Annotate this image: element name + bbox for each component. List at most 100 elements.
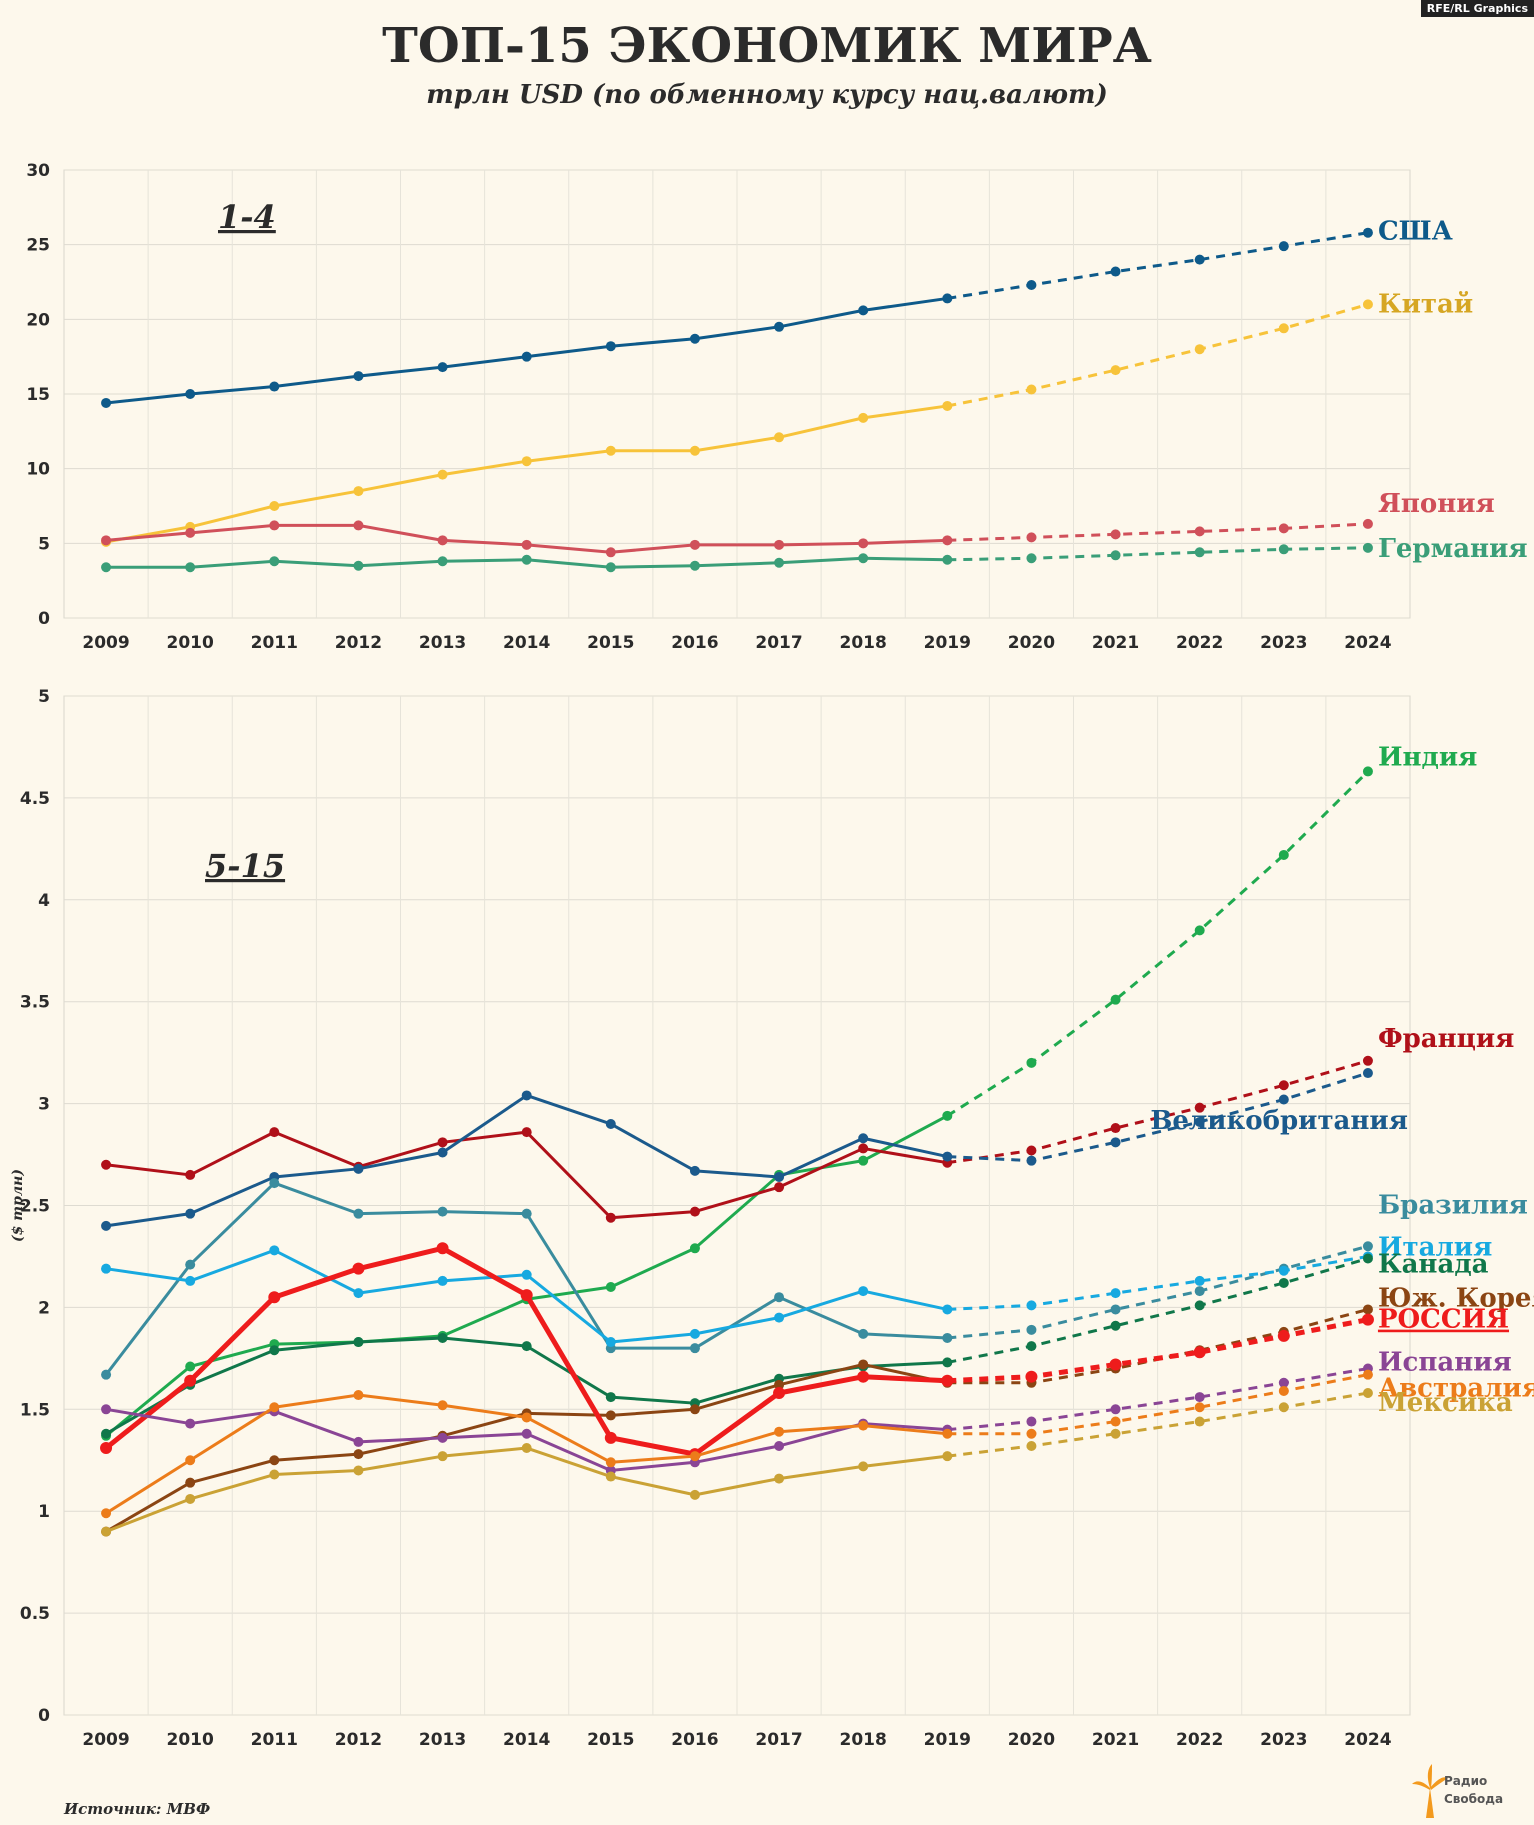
data-point [1362, 299, 1373, 310]
data-point [353, 1288, 364, 1299]
data-point [1278, 523, 1289, 534]
y-tick-label: 2.5 [20, 1197, 50, 1217]
data-point [1278, 323, 1289, 334]
data-point [1026, 1341, 1037, 1352]
series-мексика: Мексика [101, 1387, 1513, 1537]
data-point [858, 1461, 869, 1472]
data-point [353, 520, 364, 531]
x-tick-label: 2016 [671, 633, 718, 653]
data-point [269, 381, 280, 392]
data-point [1362, 1241, 1373, 1252]
data-point [101, 1159, 112, 1170]
series-label-юж-корея: Юж. Корея [1378, 1283, 1534, 1313]
data-point [1026, 1440, 1037, 1451]
data-point [1194, 1300, 1205, 1311]
data-point [858, 1328, 869, 1339]
data-point [605, 1337, 616, 1348]
y-tick-label: 1 [38, 1502, 50, 1522]
data-point [858, 1286, 869, 1297]
data-point [774, 539, 785, 550]
x-tick-label: 2023 [1260, 633, 1307, 653]
data-point [774, 1379, 785, 1390]
data-point [1026, 553, 1037, 564]
data-point [437, 1432, 448, 1443]
y-tick-label: 3 [38, 1095, 50, 1115]
data-point [185, 1418, 196, 1429]
data-point [437, 1206, 448, 1217]
radio-svoboda-logo [1412, 1764, 1448, 1818]
data-point [1110, 1320, 1121, 1331]
data-point [1110, 1137, 1121, 1148]
y-tick-label: 30 [26, 161, 50, 181]
series-австралия: Австралия [101, 1369, 1534, 1519]
data-point [353, 1208, 364, 1219]
data-point [774, 432, 785, 443]
data-point [774, 321, 785, 332]
data-point [858, 305, 869, 316]
data-point [1278, 544, 1289, 555]
data-point [1278, 241, 1289, 252]
data-point [605, 1410, 616, 1421]
data-point [1110, 994, 1121, 1005]
data-point [353, 486, 364, 497]
x-tick-label: 2020 [1008, 633, 1055, 653]
data-point [1362, 542, 1373, 553]
data-point [605, 1118, 616, 1129]
x-tick-label: 2014 [503, 1730, 550, 1750]
group-label: 1-4 [218, 198, 276, 236]
data-point [268, 1291, 281, 1304]
data-point [942, 1451, 953, 1462]
data-point [1362, 1369, 1373, 1380]
data-point [1278, 1094, 1289, 1105]
data-point [185, 527, 196, 538]
data-point [858, 1420, 869, 1431]
x-tick-label: 2022 [1176, 1730, 1223, 1750]
data-point [101, 1404, 112, 1415]
data-point [605, 1212, 616, 1223]
data-point [774, 557, 785, 568]
series-label-япония: Япония [1378, 489, 1495, 519]
series-label-великобритания: Великобритания [1150, 1106, 1408, 1136]
data-point [605, 1282, 616, 1293]
data-point [521, 554, 532, 565]
data-point [353, 1449, 364, 1460]
x-tick-label: 2016 [671, 1730, 718, 1750]
data-point [437, 362, 448, 373]
series-label-испания: Испания [1378, 1348, 1512, 1378]
data-point [353, 1390, 364, 1401]
data-point [1278, 1277, 1289, 1288]
data-point [1194, 344, 1205, 355]
series-испания: Испания [101, 1348, 1512, 1476]
data-point [269, 1402, 280, 1413]
data-point [942, 535, 953, 546]
data-point [605, 562, 616, 573]
series-label-бразилия: Бразилия [1378, 1190, 1528, 1220]
series-бразилия: Бразилия [101, 1178, 1528, 1380]
data-point [353, 1465, 364, 1476]
data-point [101, 397, 112, 408]
data-point [1194, 1116, 1205, 1127]
x-tick-label: 2024 [1344, 1730, 1391, 1750]
data-point [1026, 1324, 1037, 1335]
x-tick-label: 2021 [1092, 1730, 1139, 1750]
data-point [689, 1243, 700, 1254]
series-label-италия: Италия [1378, 1232, 1492, 1262]
data-point [521, 1269, 532, 1280]
data-point [774, 1426, 785, 1437]
data-point [269, 556, 280, 567]
data-point [774, 1171, 785, 1182]
x-tick-label: 2020 [1008, 1730, 1055, 1750]
data-point [1194, 254, 1205, 265]
x-tick-label: 2012 [335, 633, 382, 653]
data-point [1026, 1428, 1037, 1439]
data-point [858, 1133, 869, 1144]
data-point [1194, 1286, 1205, 1297]
data-point [1194, 1102, 1205, 1113]
data-point [604, 1431, 617, 1444]
y-tick-label: 0.5 [20, 1604, 50, 1624]
series-label-россия: РОССИЯ [1378, 1305, 1509, 1335]
x-tick-label: 2018 [840, 633, 887, 653]
data-point [689, 445, 700, 456]
top-economies-1-4-chart: 0 5 10 15 20 25 30 2009 2010 2011 2012 2013 2014 2015… [26, 161, 1527, 653]
data-point [689, 560, 700, 571]
